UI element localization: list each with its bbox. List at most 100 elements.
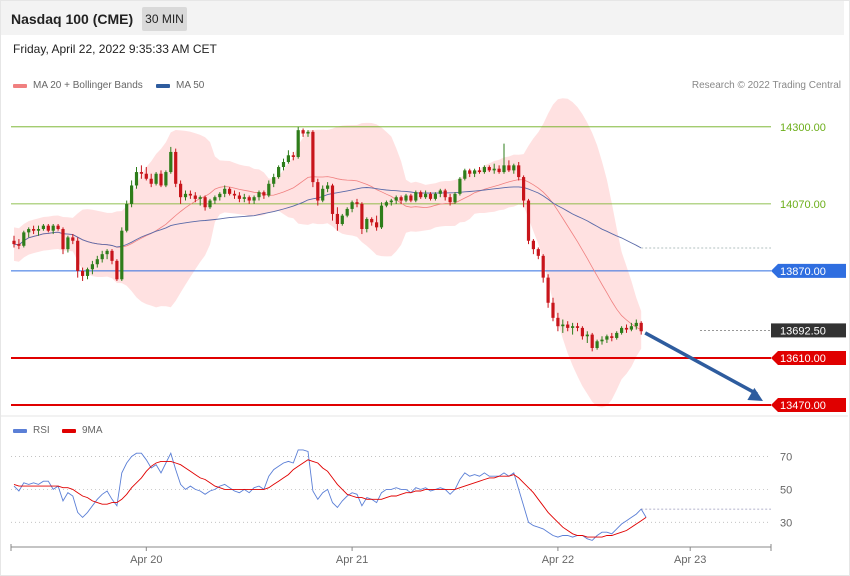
candle-body xyxy=(477,170,482,173)
candle-body xyxy=(242,197,246,199)
candle xyxy=(419,190,423,199)
candles xyxy=(12,126,643,352)
candle xyxy=(179,180,183,204)
candle-body xyxy=(223,188,227,194)
candle xyxy=(428,192,433,201)
forecast-arrow-head xyxy=(747,387,763,401)
candle xyxy=(512,163,516,174)
candle-body xyxy=(164,172,168,186)
candle xyxy=(51,224,55,235)
candle-body xyxy=(218,193,222,198)
ma20-swatch xyxy=(13,83,27,88)
candle-body xyxy=(281,162,286,168)
candle xyxy=(468,168,472,178)
candle-body xyxy=(85,269,90,276)
candle-body xyxy=(428,193,433,199)
candle-body xyxy=(404,195,408,201)
candle-body xyxy=(252,197,256,201)
instrument-title: Nasdaq 100 (CME) xyxy=(11,11,134,27)
rsi-tick-2: 30 xyxy=(780,517,792,529)
candle-body xyxy=(311,131,315,183)
candle xyxy=(198,195,202,206)
candle xyxy=(277,165,281,179)
candle-body xyxy=(76,240,80,271)
ma50-swatch xyxy=(156,83,170,88)
candle-body xyxy=(453,193,457,203)
rsi-tick-0: 70 xyxy=(780,451,792,463)
candle xyxy=(232,190,237,199)
candle-body xyxy=(41,225,45,230)
candle-body xyxy=(247,197,251,201)
candle-body xyxy=(228,188,232,194)
candle xyxy=(242,193,246,203)
level-tag-4 xyxy=(771,351,846,366)
candle xyxy=(213,195,217,204)
candle-body xyxy=(370,218,374,223)
candle xyxy=(85,267,90,280)
candle xyxy=(95,255,99,268)
candle xyxy=(620,326,624,335)
timeframe-button[interactable]: 30 MIN xyxy=(142,7,187,31)
candle xyxy=(365,217,369,233)
candle xyxy=(424,190,428,199)
candle xyxy=(370,217,374,226)
candle-body xyxy=(419,192,423,198)
candle-body xyxy=(502,165,506,173)
legend-rsi: RSI xyxy=(13,425,50,436)
candle-body xyxy=(629,326,633,330)
candle xyxy=(311,130,315,188)
candle-body xyxy=(551,302,555,318)
candle xyxy=(600,336,604,345)
candle-body xyxy=(90,264,94,270)
candle-body xyxy=(66,237,70,250)
level-label-0: 14300.00 xyxy=(780,122,826,134)
candle-body xyxy=(115,260,119,280)
candle xyxy=(100,250,104,263)
candle-body xyxy=(492,168,496,171)
candle xyxy=(237,192,241,203)
candle xyxy=(463,168,467,181)
timestamp: Friday, April 22, 2022 9:35:33 AM CET xyxy=(13,42,217,56)
candle xyxy=(272,173,276,188)
rsi-line xyxy=(13,449,647,541)
candle-body xyxy=(203,197,207,208)
candle-body xyxy=(531,240,535,250)
candle xyxy=(257,190,261,201)
candle-body xyxy=(438,190,442,194)
candle-body xyxy=(575,326,580,328)
candle-body xyxy=(487,167,491,171)
candle xyxy=(110,249,114,265)
research-credit: Research © 2022 Trading Central xyxy=(691,80,841,91)
candle xyxy=(575,322,580,332)
candle xyxy=(223,185,227,198)
candle-body xyxy=(585,334,589,337)
candle xyxy=(409,193,413,203)
candle-body xyxy=(571,326,575,328)
candle xyxy=(590,332,594,352)
candle-body xyxy=(321,188,325,201)
legend-9ma: 9MA xyxy=(62,425,103,436)
bollinger-band xyxy=(14,98,642,408)
candle xyxy=(286,150,290,164)
candle-body xyxy=(296,130,300,157)
candle-body xyxy=(433,193,437,199)
candle xyxy=(443,188,447,201)
candle-body xyxy=(350,202,354,209)
candle-body xyxy=(139,172,143,174)
candle xyxy=(345,207,349,218)
candle-body xyxy=(394,197,398,201)
candle-body xyxy=(536,249,540,256)
candle xyxy=(394,195,398,204)
level-label-5: 13470.00 xyxy=(780,400,826,412)
candle-body xyxy=(605,336,609,340)
candle-body xyxy=(399,197,403,201)
candle-body xyxy=(36,229,41,231)
candle-body xyxy=(179,183,183,198)
candle-body xyxy=(71,237,75,241)
candle xyxy=(316,178,320,206)
candle-body xyxy=(497,168,501,173)
candle-body xyxy=(414,192,418,201)
candle-body xyxy=(125,203,129,231)
candle-body xyxy=(512,165,516,171)
